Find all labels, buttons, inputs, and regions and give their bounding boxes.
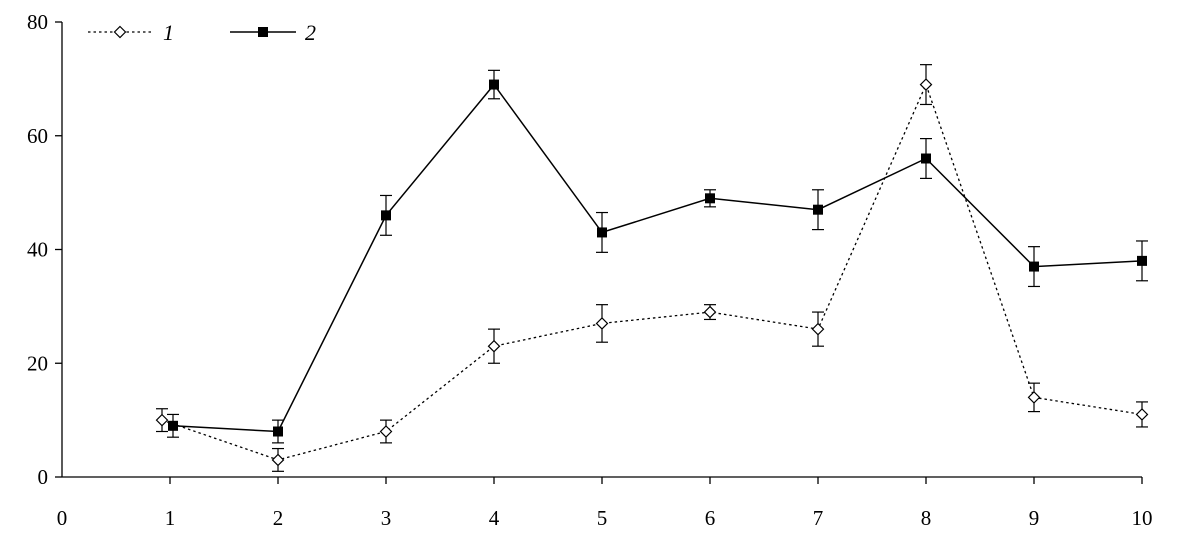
y-tick-label: 20 xyxy=(27,351,48,375)
series-2 xyxy=(167,69,1148,444)
series-layer xyxy=(155,64,1149,472)
x-tick-label: 5 xyxy=(597,506,608,530)
x-tick-label: 2 xyxy=(273,506,284,530)
data-point xyxy=(1027,391,1041,404)
data-point xyxy=(703,305,717,319)
data-point xyxy=(168,420,178,431)
x-tick-label: 3 xyxy=(381,506,392,530)
legend-item-2: 2 xyxy=(230,20,316,45)
series-1 xyxy=(155,64,1149,472)
x-tick-label: 7 xyxy=(813,506,824,530)
legend-item-1: 1 xyxy=(88,20,174,45)
series-line xyxy=(172,83,1143,433)
y-tick-label: 0 xyxy=(38,465,49,489)
data-point xyxy=(1029,261,1039,272)
x-tick-label: 8 xyxy=(921,506,932,530)
x-tick-label: 1 xyxy=(165,506,176,530)
legend-marker xyxy=(258,27,268,37)
x-tick-label: 10 xyxy=(1132,506,1153,530)
data-point xyxy=(595,317,609,330)
y-tick-label: 40 xyxy=(27,238,48,262)
legend-label: 2 xyxy=(305,20,316,45)
data-point xyxy=(811,322,825,336)
x-tick-label: 9 xyxy=(1029,506,1040,530)
data-point xyxy=(489,79,499,90)
legend-label: 1 xyxy=(163,20,174,45)
data-point xyxy=(487,339,501,353)
data-point xyxy=(381,210,391,221)
data-point xyxy=(919,78,933,91)
x-tick-label: 0 xyxy=(57,506,68,530)
data-point xyxy=(813,204,823,215)
data-point xyxy=(921,153,931,164)
data-point xyxy=(271,453,285,467)
data-point xyxy=(597,227,607,238)
data-point xyxy=(273,426,283,437)
data-point xyxy=(379,425,393,438)
legend-marker xyxy=(113,25,127,39)
y-tick-label: 60 xyxy=(27,124,48,148)
data-point xyxy=(705,193,715,204)
y-tick-label: 80 xyxy=(27,10,48,34)
data-point xyxy=(1135,408,1149,421)
data-point xyxy=(1137,255,1147,266)
series-line xyxy=(161,82,1143,461)
x-tick-label: 4 xyxy=(489,506,500,530)
data-point xyxy=(155,413,169,427)
x-tick-label: 6 xyxy=(705,506,716,530)
